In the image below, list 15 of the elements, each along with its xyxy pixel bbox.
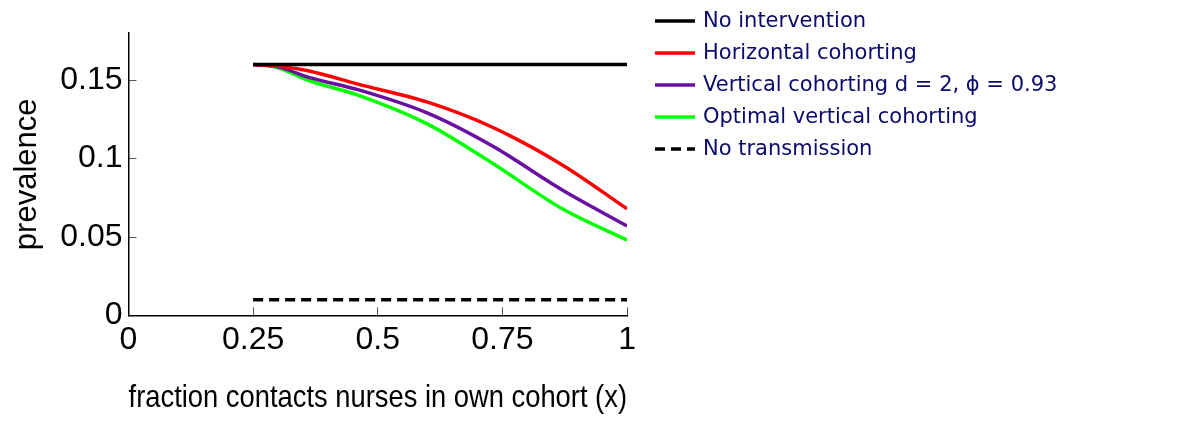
legend-label: No transmission [703,136,873,160]
legend-label: Horizontal cohorting [703,40,917,64]
y-tick-label: 0.1 [78,138,123,175]
y-tick-label: 0.15 [60,60,123,97]
x-tick-label: 0.5 [355,320,401,357]
x-axis-title: fraction contacts nurses in own cohort (x) [128,379,627,414]
x-tick-label: 0.75 [471,320,534,357]
y-tick-label: 0.05 [60,216,123,253]
legend-label: Optimal vertical cohorting [703,104,978,128]
x-tick-label: 0.25 [222,320,285,357]
legend-label: Vertical cohorting d = 2, ϕ = 0.93 [703,72,1058,96]
x-tick-label: 1 [618,320,636,357]
legend-label: No intervention [703,8,867,32]
y-tick-label: 0 [104,295,123,332]
y-axis-title: prevalence [8,98,44,251]
